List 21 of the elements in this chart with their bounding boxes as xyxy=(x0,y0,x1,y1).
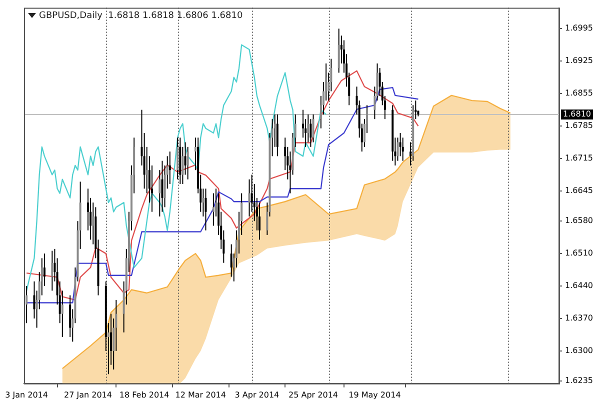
x-tick-label: 12 Mar 2014 xyxy=(175,390,226,400)
y-tick-label: 1.6715 xyxy=(565,154,594,163)
x-tick-label: 18 Feb 2014 xyxy=(119,390,170,400)
x-tick-label: 3 Jan 2014 xyxy=(5,390,48,400)
x-tick-label: 25 Apr 2014 xyxy=(288,390,338,400)
x-tick-label: 27 Jan 2014 xyxy=(64,390,112,400)
y-tick-label: 1.6785 xyxy=(565,121,594,130)
y-tick-label: 1.6235 xyxy=(565,376,594,386)
y-tick-label: 1.6925 xyxy=(565,56,594,66)
y-tick-label: 1.6995 xyxy=(565,24,594,33)
y-tick-label: 1.6440 xyxy=(565,281,594,290)
x-tick-label: 3 Apr 2014 xyxy=(234,390,280,400)
y-tick-label: 1.6300 xyxy=(565,346,594,356)
ref-line-label: 1.6810 xyxy=(563,110,592,119)
y-tick-label: 1.6855 xyxy=(565,88,594,98)
y-tick-label: 1.6510 xyxy=(565,248,594,258)
y-tick-label: 1.6580 xyxy=(565,216,594,226)
chart-title: GBPUSD,Daily 1.6818 1.6818 1.6806 1.6810 xyxy=(39,10,243,21)
y-tick-label: 1.6370 xyxy=(565,314,594,323)
x-tick-label: 19 May 2014 xyxy=(348,390,401,400)
y-tick-label: 1.6645 xyxy=(565,186,594,196)
